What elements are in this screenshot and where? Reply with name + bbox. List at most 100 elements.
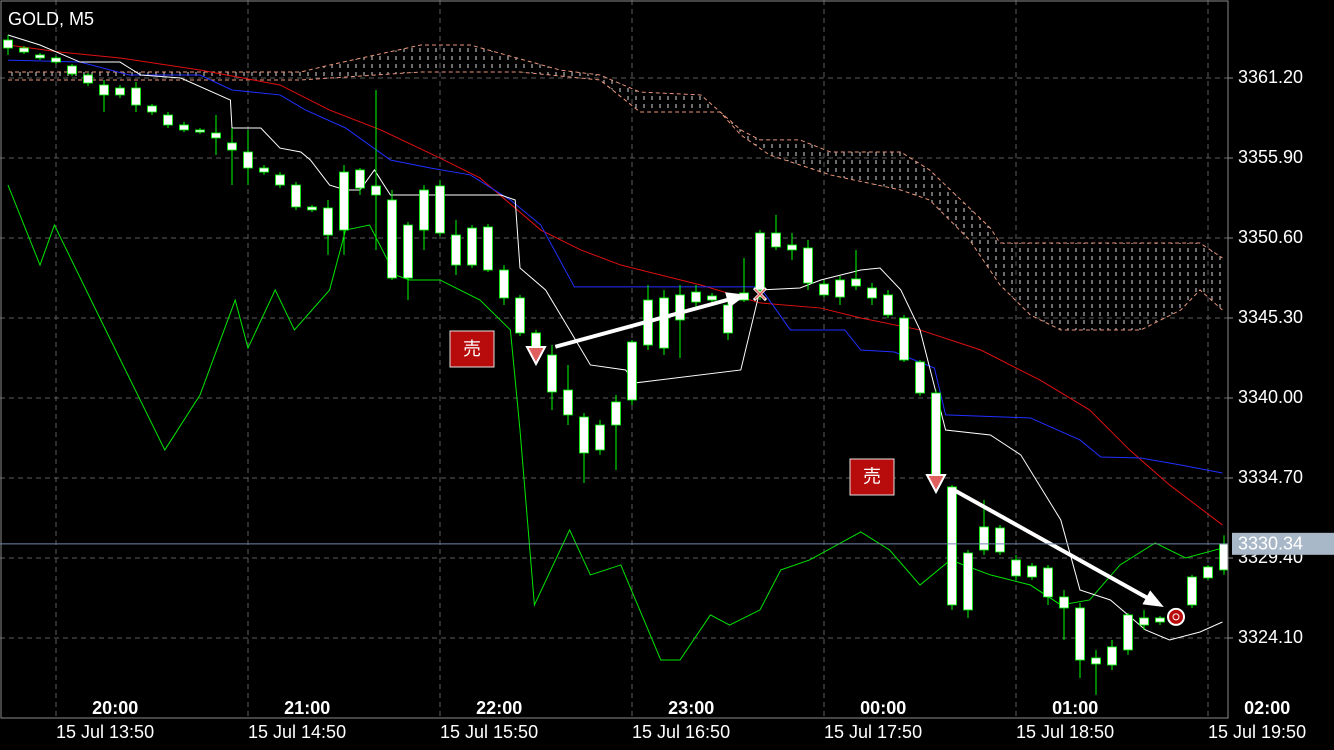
- candle-body: [1027, 565, 1037, 578]
- trade-label-box: [849, 458, 895, 496]
- candle-body: [403, 224, 413, 279]
- trade-label: 売: [863, 467, 881, 487]
- x-tick-label: 15 Jul 14:50: [248, 722, 346, 742]
- candle-body: [211, 132, 221, 139]
- x-tick-label-local: 00:00: [860, 698, 906, 718]
- candle-body: [419, 189, 429, 231]
- candle-body: [51, 57, 61, 63]
- cloud-span-a: [8, 44, 1223, 259]
- candle-body: [451, 234, 461, 266]
- candle-body: [179, 124, 189, 131]
- candle-body: [147, 105, 157, 113]
- candle-body: [35, 54, 45, 59]
- candle-body: [611, 401, 621, 426]
- candle-body: [67, 65, 77, 75]
- y-tick-label: 3355.90: [1238, 147, 1303, 167]
- candle-body: [595, 424, 605, 451]
- candle-body: [915, 361, 925, 394]
- candle-body: [355, 169, 365, 189]
- candle-body: [1075, 607, 1085, 661]
- candle-body: [1043, 567, 1053, 598]
- x-tick-label: 15 Jul 17:50: [824, 722, 922, 742]
- candle-body: [851, 278, 861, 287]
- bid-label-box: [1232, 532, 1334, 555]
- candle-body: [563, 389, 573, 416]
- candle-body: [227, 142, 237, 151]
- candle-body: [1139, 617, 1149, 626]
- candle-body: [19, 47, 29, 53]
- x-tick-label-local: 22:00: [476, 698, 522, 718]
- entry-marker: [925, 473, 947, 495]
- exit-marker-inner: [754, 288, 766, 300]
- candle-body: [467, 227, 477, 266]
- x-tick-label-local: 23:00: [668, 698, 714, 718]
- trade-arrow: [952, 487, 1153, 602]
- y-tick-label: 3340.00: [1238, 387, 1303, 407]
- candle-body: [579, 416, 589, 454]
- chart-title: GOLD, M5: [8, 9, 94, 29]
- candle-body: [131, 87, 141, 106]
- candle-body: [371, 185, 381, 196]
- candle-body: [819, 283, 829, 296]
- indicator-line: [7, 34, 1223, 641]
- indicator-line: [7, 184, 1223, 661]
- indicator-line: [7, 59, 1223, 474]
- candle-body: [323, 207, 333, 236]
- x-tick-label: 15 Jul 15:50: [440, 722, 538, 742]
- exit-marker-inner: [1172, 613, 1180, 621]
- candle-body: [483, 226, 493, 271]
- candle-body: [99, 84, 109, 96]
- trade-label: 売: [463, 339, 481, 359]
- x-tick-label-local: 01:00: [1052, 698, 1098, 718]
- candle-body: [163, 114, 173, 126]
- candle-body: [275, 174, 285, 186]
- y-tick-label: 3324.10: [1238, 627, 1303, 647]
- indicator-line: [7, 44, 1223, 526]
- x-tick-label: 15 Jul 18:50: [1016, 722, 1114, 742]
- y-tick-label: 3334.70: [1238, 467, 1303, 487]
- candle-body: [243, 151, 253, 169]
- trade-arrow-head: [1142, 590, 1164, 608]
- candle-body: [1187, 576, 1197, 606]
- plot-area: [0, 0, 1228, 718]
- x-tick-label-local: 20:00: [92, 698, 138, 718]
- x-tick-label-local: 02:00: [1244, 698, 1290, 718]
- candle-body: [707, 295, 717, 301]
- cloud-fill: [8, 44, 1223, 330]
- trade-label-box: [449, 330, 495, 368]
- candle-body: [195, 129, 205, 133]
- candle-body: [1059, 596, 1069, 609]
- entry-marker: [525, 346, 547, 367]
- x-tick-label: 15 Jul 16:50: [632, 722, 730, 742]
- bid-label: 3330.34: [1238, 534, 1303, 554]
- trade-arrow-head: [725, 292, 747, 308]
- candle-body: [307, 206, 317, 211]
- candle-body: [547, 354, 557, 393]
- candle-body: [675, 294, 685, 321]
- candle-body: [659, 297, 669, 349]
- candle-body: [755, 232, 765, 291]
- candle-body: [995, 527, 1005, 553]
- candle-body: [291, 184, 301, 208]
- candle-body: [1155, 617, 1165, 623]
- y-tick-label: 3361.20: [1238, 67, 1303, 87]
- candle-body: [1219, 543, 1228, 571]
- candle-body: [1091, 657, 1101, 665]
- candle-body: [1107, 646, 1117, 666]
- candle-body: [803, 247, 813, 284]
- plot-frame: [0, 0, 1229, 719]
- candle-body: [435, 185, 445, 234]
- candle-body: [931, 392, 941, 476]
- y-tick-label: 3350.60: [1238, 227, 1303, 247]
- y-tick-label: 3345.30: [1238, 307, 1303, 327]
- candle-body: [963, 552, 973, 611]
- candle-body: [259, 167, 269, 173]
- candle-body: [339, 171, 349, 231]
- candle-body: [835, 279, 845, 298]
- candle-body: [1123, 614, 1133, 651]
- candle-body: [1011, 559, 1021, 577]
- trade-arrow: [554, 296, 734, 349]
- candle-body: [771, 232, 781, 248]
